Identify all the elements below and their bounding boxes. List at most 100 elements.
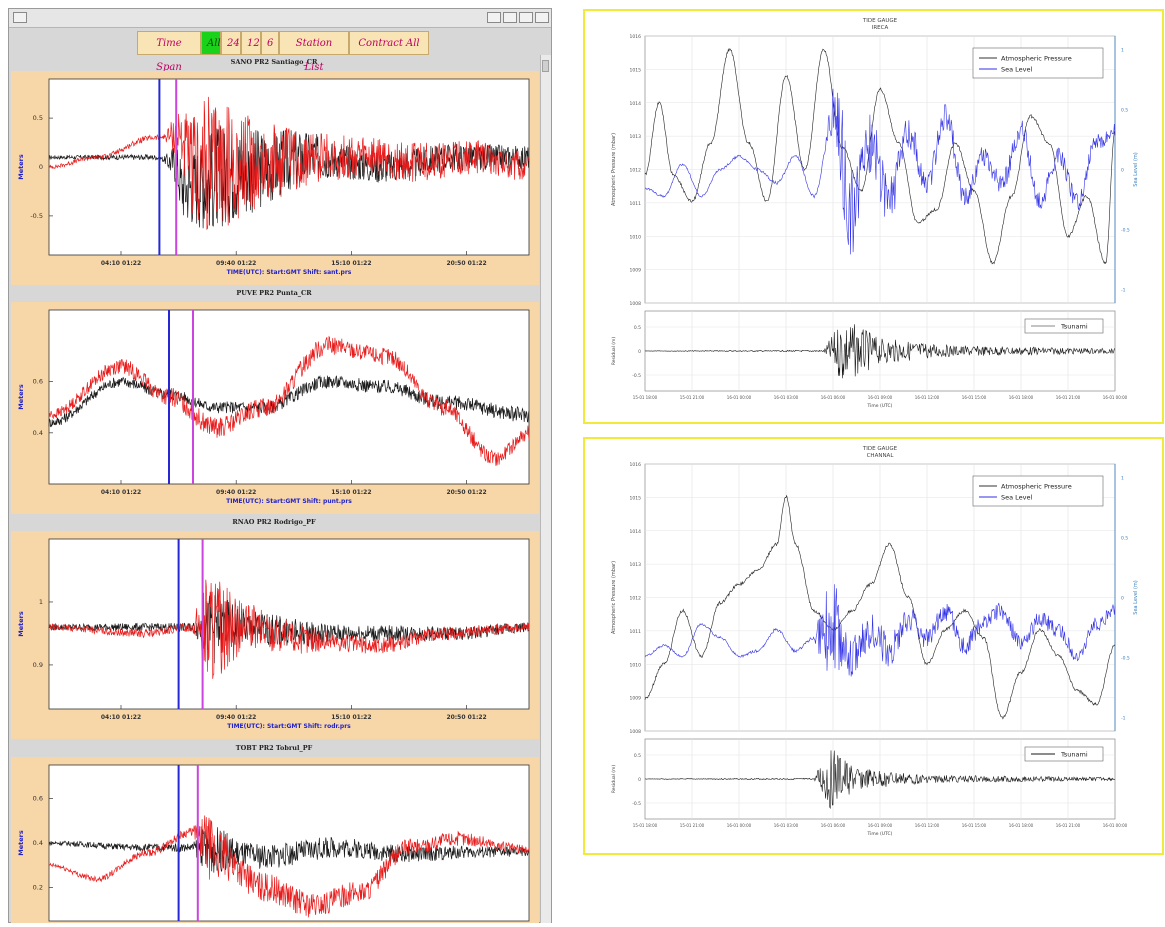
x-tick-label: 16-01 12:00: [915, 395, 940, 400]
station-panel-2: 0.6 0.4 Meters 04:10 01:22 09:40 01:22 15:10 …: [11, 302, 539, 514]
y-tick-label: 0.4: [33, 429, 43, 437]
x-axis-label: Time (UTC): [867, 403, 893, 409]
station-plot-1[interactable]: 0.5 0 -0.5 Meters 04:10 01:22 09:40 01:22 15:1…: [11, 71, 539, 285]
station-panel-3: 1 0.9 Meters 04:10 01:22 09:40 01:22 15:10 01…: [11, 531, 539, 739]
y-tick-label: -0.5: [30, 212, 43, 220]
station-title-1: SANO PR2 Santiago_CR: [230, 58, 318, 66]
series-black-line: [48, 825, 530, 873]
station-title-4: TOBT PR2 Tobrul_PF: [235, 744, 313, 752]
y-tick-label: 1: [39, 598, 43, 606]
control-menubar: Time Span All 24 12 6 Station List Contr…: [137, 31, 429, 73]
x-axis-label: Time (UTC): [867, 831, 893, 837]
station-plot-2[interactable]: 0.6 0.4 Meters 04:10 01:22 09:40 01:22 15:10 …: [11, 302, 539, 514]
x-axis-label: TIME(UTC): Start:GMT Shift: rodr.prs: [227, 723, 351, 730]
station-plot-3[interactable]: 1 0.9 Meters 04:10 01:22 09:40 01:22 15:10 01…: [11, 531, 539, 739]
main-legend: Atmospheric Pressure Sea Level: [972, 475, 1104, 507]
x-tick-label: 15:10 01:22: [331, 260, 371, 267]
span-6-button[interactable]: 6: [261, 31, 279, 55]
residual-y-tick-label: 0.5: [634, 325, 641, 331]
close-button[interactable]: [519, 12, 533, 23]
legend-entry: Atmospheric Pressure: [1001, 483, 1072, 491]
residual-y-axis-label: Residual (m): [611, 337, 617, 366]
x-axis-label: TIME(UTC): Start:GMT Shift: sant.prs: [227, 269, 352, 276]
x-tick-label: 15-01 21:00: [680, 823, 705, 828]
main-legend: Atmospheric Pressure Sea Level: [972, 47, 1104, 79]
y-left-tick-label: 1013: [630, 562, 642, 568]
y-left-tick-label: 1008: [630, 729, 642, 735]
figure-subtitle: IRECA: [872, 25, 889, 31]
y-tick-label: 0.6: [33, 794, 43, 802]
window-menu-button[interactable]: [13, 12, 27, 23]
y-left-tick-label: 1009: [630, 696, 642, 702]
series-red-line: [48, 96, 530, 231]
span-24-button[interactable]: 24: [221, 31, 241, 55]
legend-box: [1024, 746, 1104, 762]
y-left-tick-label: 1010: [630, 234, 642, 240]
legend-entry: Tsunami: [1060, 323, 1088, 331]
x-tick-label: 20:50 01:22: [446, 260, 486, 267]
station-plot-4[interactable]: 0.6 0.4 0.2 Meters: [11, 757, 539, 923]
y-left-tick-label: 1012: [630, 168, 642, 174]
resize-button[interactable]: [535, 12, 549, 23]
series-black-line: [48, 375, 530, 428]
y-right-tick-label: -0.5: [1121, 228, 1130, 234]
x-tick-label: 16-01 21:00: [1056, 395, 1081, 400]
y-left-tick-label: 1014: [630, 529, 642, 535]
series-red-line: [48, 335, 530, 466]
tsunami-residual-line: [644, 324, 1116, 379]
x-tick-label: 15-01 21:00: [680, 395, 705, 400]
x-tick-label: 16-01 15:00: [962, 395, 987, 400]
x-tick-label: 09:40 01:22: [216, 260, 256, 267]
x-tick-label: 04:10 01:22: [101, 714, 141, 721]
y-right-tick-label: 0.5: [1121, 107, 1128, 113]
atmospheric-pressure-line: [644, 494, 1116, 720]
residual-y-tick-label: -0.5: [632, 801, 641, 807]
x-tick-label: 16-01 00:00: [727, 823, 752, 828]
y-right-tick-label: 1: [1121, 47, 1124, 53]
y-left-tick-label: 1016: [630, 462, 642, 468]
x-tick-label: 04:10 01:22: [101, 489, 141, 496]
minimize-button[interactable]: [487, 12, 501, 23]
residual-legend: Tsunami: [1024, 318, 1104, 334]
y-right-tick-label: 0.5: [1121, 535, 1128, 541]
x-axis-label: TIME(UTC): Start:GMT Shift: punt.prs: [226, 498, 352, 505]
series-red-line: [48, 815, 530, 918]
y-right-axis-label: Sea Level (m): [1133, 152, 1139, 187]
plot-area: [48, 78, 530, 256]
station-list-button[interactable]: Station List: [279, 31, 349, 73]
vertical-scrollbar[interactable]: [540, 55, 551, 923]
x-tick-label: 09:40 01:22: [216, 489, 256, 496]
x-tick-label: 15-01 18:00: [633, 823, 658, 828]
window-titlebar: [9, 9, 551, 28]
y-right-tick-label: 1: [1121, 475, 1124, 481]
residual-y-tick-label: 0: [638, 349, 641, 355]
series-black-line: [48, 126, 530, 229]
tide-viewer-window: Time Span All 24 12 6 Station List Contr…: [8, 8, 552, 923]
x-tick-label: 16-01 09:00: [868, 395, 893, 400]
y-left-tick-label: 1015: [630, 67, 642, 73]
x-tick-label: 16-01 06:00: [821, 823, 846, 828]
y-right-tick-label: 0: [1121, 596, 1124, 602]
scrollbar-thumb[interactable]: [542, 60, 549, 72]
y-left-tick-label: 1012: [630, 596, 642, 602]
maximize-button[interactable]: [503, 12, 517, 23]
time-span-button[interactable]: Time Span: [137, 31, 201, 73]
residual-y-tick-label: 0: [638, 777, 641, 783]
x-tick-label: 16-01 00:00: [1103, 823, 1128, 828]
atmospheric-pressure-line: [644, 48, 1116, 265]
y-left-tick-label: 1008: [630, 301, 642, 307]
station-title-3: RNAO PR2 Rodrigo_PF: [232, 518, 316, 526]
span-12-button[interactable]: 12: [241, 31, 261, 55]
residual-y-tick-label: 0.5: [634, 753, 641, 759]
y-left-axis-label: Atmospheric Pressure (mbar): [611, 133, 617, 206]
y-left-tick-label: 1013: [630, 134, 642, 140]
residual-y-tick-label: -0.5: [632, 373, 641, 379]
tide-gauge-figure-2: TIDE GAUGE CHANNAL 1016 1015 1014 1013 1012 101…: [583, 437, 1164, 855]
x-tick-label: 16-01 18:00: [1009, 395, 1034, 400]
contract-all-button[interactable]: Contract All: [349, 31, 429, 55]
x-tick-label: 16-01 00:00: [727, 395, 752, 400]
span-all-button[interactable]: All: [201, 31, 221, 55]
x-tick-label: 16-01 09:00: [868, 823, 893, 828]
y-left-tick-label: 1011: [630, 629, 642, 635]
